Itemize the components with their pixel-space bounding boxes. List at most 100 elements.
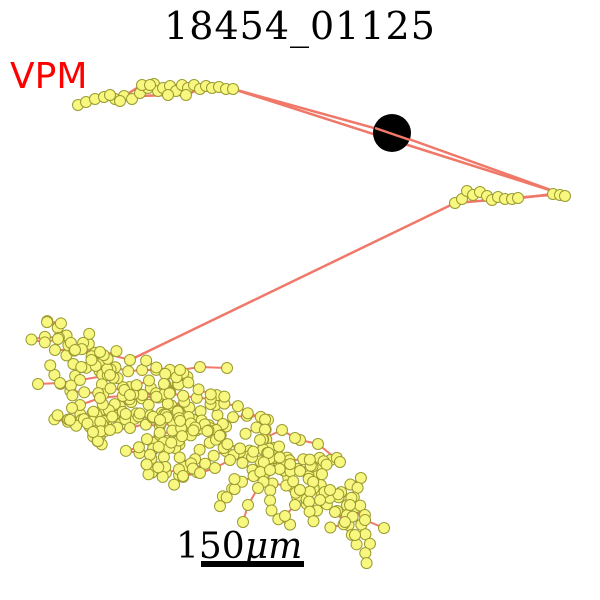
neurite-node	[213, 429, 226, 442]
neurite-node	[252, 482, 264, 494]
neurite-node	[132, 441, 145, 454]
neurite-node	[177, 389, 190, 402]
neurite-node	[114, 95, 126, 107]
neurite-node	[201, 425, 214, 438]
neurite-node	[264, 464, 276, 476]
neurite-node	[241, 407, 254, 420]
neurite-node	[119, 407, 132, 420]
neurite-node	[124, 354, 136, 366]
neurite-node	[75, 360, 88, 373]
neurite-node	[163, 387, 176, 400]
neurite-node	[187, 424, 200, 437]
neurite-node	[220, 491, 233, 504]
neurite-node	[69, 344, 81, 356]
neurite-node	[194, 467, 206, 479]
neurite-node	[303, 485, 316, 498]
neurite-node	[221, 438, 234, 451]
neurite-node	[224, 454, 236, 466]
neurite-node	[159, 367, 172, 380]
neurite-node	[194, 361, 206, 373]
neurite-node	[94, 346, 106, 358]
neurite-node	[174, 414, 187, 427]
neurite-node	[264, 484, 277, 497]
neurite-node	[177, 470, 189, 482]
neurite-node	[110, 345, 123, 358]
neurite-node	[126, 93, 138, 105]
neurite-node	[227, 83, 239, 95]
neurite-node	[207, 449, 220, 462]
neurite-node	[231, 400, 244, 413]
neurite-node	[66, 389, 79, 402]
neurite-node	[258, 423, 271, 436]
neurite-node	[324, 521, 337, 534]
neurite-node	[199, 457, 212, 470]
neurite-node	[320, 458, 333, 471]
neurite-node	[273, 440, 286, 453]
neurite-node	[122, 365, 135, 378]
neurite-node	[176, 430, 189, 443]
neurite-node	[226, 411, 239, 424]
neurite-node	[124, 422, 136, 434]
neurite-node	[349, 529, 361, 541]
neurite-node	[247, 445, 260, 458]
neurite-node	[124, 389, 136, 401]
neurite-segment	[374, 126, 411, 142]
neurite-node	[104, 424, 116, 436]
neurite-node	[51, 409, 64, 422]
neurite-node	[259, 413, 272, 426]
neurite-node	[242, 499, 254, 511]
neurite-node	[173, 451, 186, 464]
neurite-node	[140, 458, 153, 471]
neurite-node	[81, 417, 94, 430]
neurite-node	[276, 424, 288, 436]
neurite-node	[209, 462, 221, 474]
neurite-node	[74, 374, 86, 386]
neurite-node	[63, 413, 76, 426]
neurite-node	[307, 515, 320, 528]
neurite-node	[284, 458, 297, 471]
neurite-node	[264, 494, 277, 507]
neurite-node	[142, 468, 155, 481]
neurite-node	[54, 377, 66, 389]
neurite-node	[54, 317, 67, 330]
neurite-node	[303, 453, 316, 466]
neurite-node	[559, 190, 571, 202]
neurite-node	[378, 522, 390, 534]
neurite-node	[44, 359, 57, 372]
neurite-node	[218, 390, 231, 403]
neurite-node	[289, 432, 301, 444]
neurite-node	[334, 456, 346, 468]
neurite-node	[324, 484, 336, 496]
neurite-node	[289, 499, 301, 511]
neurite-node	[314, 494, 326, 506]
neurite-node	[104, 382, 117, 395]
neurite-node	[165, 436, 178, 449]
neurite-node	[294, 465, 307, 478]
scale-bar-label: 150μm	[176, 526, 302, 567]
neurite-node	[360, 557, 373, 570]
neurite-node	[85, 354, 98, 367]
neurite-segment	[129, 192, 563, 362]
neurite-node	[174, 364, 186, 376]
scale-bar-value: 150	[176, 526, 245, 567]
neurite-node	[512, 192, 524, 204]
neurite-node	[228, 483, 241, 496]
neurite-node	[106, 410, 119, 423]
neurite-node	[234, 442, 247, 455]
region-label: VPM	[10, 56, 88, 97]
neurite-node	[265, 504, 278, 517]
neurite-node	[104, 89, 116, 101]
neurite-node	[87, 426, 99, 438]
neurite-node	[312, 438, 324, 450]
neurite-node	[51, 332, 64, 345]
neurite-node	[239, 427, 252, 440]
neurite-node	[254, 434, 266, 446]
neurite-node	[213, 500, 226, 513]
neurite-node	[150, 390, 163, 403]
neurite-node	[133, 407, 146, 420]
neurite-node	[294, 484, 306, 496]
neurite-node	[168, 478, 181, 491]
neurite-node	[359, 514, 371, 526]
neurite-node	[157, 377, 170, 390]
